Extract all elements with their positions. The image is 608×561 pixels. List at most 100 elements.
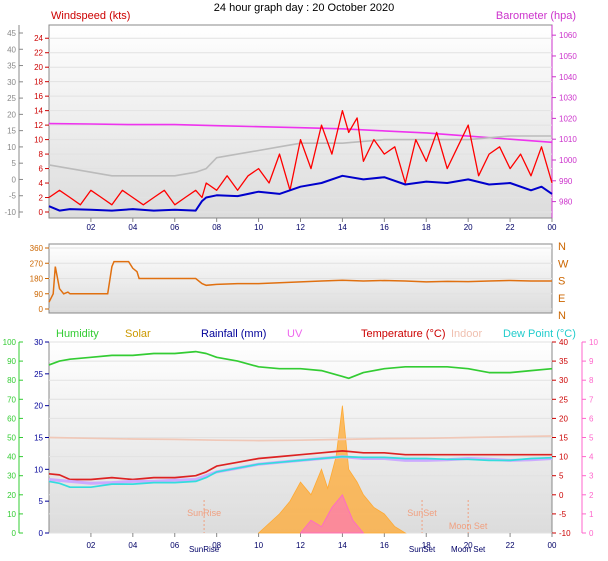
wind-left-tick-label: 16 [34,92,43,101]
barometer-tick-label: 1050 [559,52,577,61]
wind-x-tick-label: 02 [86,223,95,232]
rainfall-tick-label: 25 [34,370,43,379]
temperature-tick-label: 15 [559,434,568,443]
wind-outer-tick-label: 25 [7,94,16,103]
barometer-axis-label: Barometer (hpa) [496,10,576,22]
legend-rainfall: Rainfall (mm) [201,328,266,340]
humidity-tick-label: 10 [7,510,16,519]
temperature-x-tick-label: 08 [212,541,221,550]
wind-left-tick-label: 4 [39,179,44,188]
wind-outer-tick-label: 20 [7,110,16,119]
rainfall-tick-label: 15 [34,434,43,443]
wind-left-tick-label: 24 [34,34,43,43]
legend-solar: Solar [125,328,151,340]
temperature-tick-label: 35 [559,357,568,366]
temperature-tick-label: 30 [559,376,568,385]
average-series [48,174,553,212]
temperature-x-tick-label: 16 [380,541,389,550]
direction-series [48,260,552,303]
barometer-tick-label: 1030 [559,94,577,103]
wind-x-tick-label: 10 [254,223,263,232]
barometer-tick-label: 990 [559,177,573,186]
legend-dewpoint: Dew Point (°C) [503,328,576,340]
wind-left-tick-label: 22 [34,49,43,58]
humidity-tick-label: 0 [12,529,17,538]
temperature-x-tick-label: 04 [128,541,137,550]
wind-x-tick-label: 22 [506,223,515,232]
wind-left-tick-label: 8 [39,150,44,159]
humidity-tick-label: 60 [7,414,16,423]
temperature-x-tick-label: 22 [506,541,515,550]
temperature-x-tick-label: 10 [254,541,263,550]
axis-annotation-label: SunRise [189,545,220,554]
rainfall-tick-label: 10 [34,465,43,474]
humidity-tick-label: 100 [3,338,17,347]
rainfall-tick-label: 20 [34,402,43,411]
temperature-tick-label: -10 [559,529,571,538]
uv-tick-label: 5 [589,434,594,443]
annotation-label: SunSet [407,508,437,518]
wind-left-tick-label: 14 [34,107,43,116]
wind-x-tick-label: 12 [296,223,305,232]
wind-x-tick-label: 00 [548,223,557,232]
uv-tick-label: 1 [589,510,594,519]
gray_trace-series [48,135,552,177]
wind-left-tick-label: 20 [34,63,43,72]
rainfall-tick-label: 0 [39,529,44,538]
direction-tick-label: 0 [39,305,44,314]
legend-indoor: Indoor [451,328,483,340]
temperature-tick-label: -5 [559,510,567,519]
page-title: 24 hour graph day : 20 October 2020 [214,2,394,14]
direction-tick-label: 90 [34,290,43,299]
direction-compass-label: E [558,293,565,305]
indoor-series [48,435,553,442]
direction-compass-label: N [558,241,566,253]
wind-outer-tick-label: 35 [7,62,16,71]
wind-left-tick-label: 0 [39,208,44,217]
temperature-x-tick-label: 02 [86,541,95,550]
direction-tick-label: 180 [30,275,44,284]
wind-outer-tick-label: 45 [7,29,16,38]
temperature-x-tick-label: 06 [170,541,179,550]
wind-outer-tick-label: -10 [4,208,16,217]
uv-tick-label: 6 [589,414,594,423]
direction-compass-label: S [558,276,565,288]
direction-tick-label: 270 [30,259,44,268]
legend-temperature: Temperature (°C) [361,328,445,340]
direction-compass-label: W [558,258,569,270]
wind-plot-area [48,24,553,219]
direction-tick-label: 360 [30,244,44,253]
wind-outer-tick-label: 15 [7,127,16,136]
wind-left-tick-label: 10 [34,136,43,145]
humidity-tick-label: 80 [7,376,16,385]
wind-outer-tick-label: 5 [12,159,17,168]
rainfall-tick-label: 30 [34,338,43,347]
humidity-tick-label: 90 [7,357,16,366]
uv-tick-label: 2 [589,491,594,500]
wind-left-tick-label: 2 [39,194,44,203]
wind-x-tick-label: 08 [212,223,221,232]
uv-tick-label: 9 [589,357,594,366]
temperature-x-tick-label: 20 [464,541,473,550]
solar-series [257,405,407,534]
uv-series [299,494,365,534]
axis-annotation-label: Moon Set [451,545,486,554]
humidity-series [48,350,553,380]
wind-x-tick-label: 18 [422,223,431,232]
humidity-tick-label: 40 [7,453,16,462]
legend-uv: UV [287,328,303,340]
temperature-x-tick-label: 12 [296,541,305,550]
uv-tick-label: 7 [589,395,594,404]
humidity-tick-label: 20 [7,491,16,500]
temperature-tick-label: 0 [559,491,564,500]
direction-compass-label: N [558,310,566,322]
barometer-tick-label: 1020 [559,114,577,123]
dewpoint-series [48,455,553,489]
uv-tick-label: 8 [589,376,594,385]
barometer-tick-label: 1000 [559,156,577,165]
uv-tick-label: 0 [589,529,594,538]
humidity-tick-label: 30 [7,472,16,481]
wind-left-tick-label: 6 [39,165,44,174]
